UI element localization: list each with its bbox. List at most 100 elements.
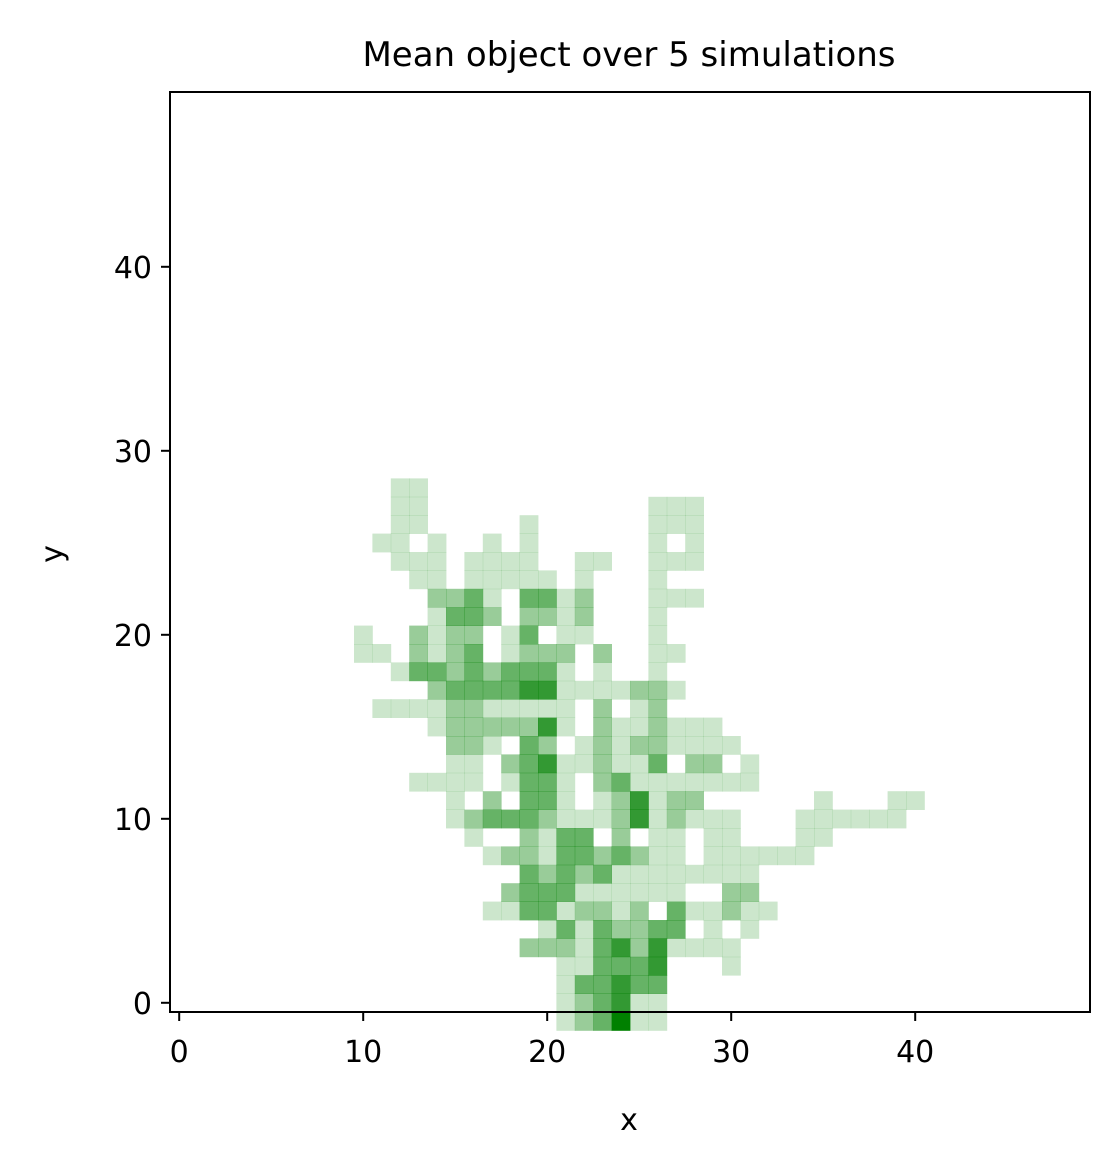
heatmap-cell xyxy=(648,496,668,516)
heatmap-cell xyxy=(538,680,557,700)
heatmap-cell xyxy=(446,588,465,608)
heatmap-cell xyxy=(648,809,668,829)
heatmap-cell xyxy=(519,938,539,958)
heatmap-cell xyxy=(685,901,704,921)
heatmap-cell xyxy=(519,754,539,774)
heatmap-cell xyxy=(427,699,447,718)
heatmap-cell xyxy=(758,901,778,921)
heatmap-cell xyxy=(556,754,576,774)
heatmap-cell xyxy=(519,644,539,663)
heatmap-cell xyxy=(574,680,594,700)
heatmap-cell xyxy=(354,644,373,663)
heatmap-cell xyxy=(409,552,428,571)
heatmap-cell xyxy=(446,736,465,755)
heatmap-cell xyxy=(611,920,631,939)
heatmap-cell xyxy=(630,883,649,902)
heatmap-cell xyxy=(574,938,594,958)
heatmap-cell xyxy=(611,956,631,976)
heatmap-cell xyxy=(795,846,815,866)
heatmap-cell xyxy=(556,864,576,884)
heatmap-cell xyxy=(464,607,484,626)
heatmap-cell xyxy=(427,717,447,737)
heatmap-cell xyxy=(538,772,557,792)
heatmap-cell xyxy=(556,993,576,1013)
heatmap-cell xyxy=(703,828,723,847)
heatmap-cell xyxy=(519,588,539,608)
heatmap-cell xyxy=(630,993,649,1013)
heatmap-cell xyxy=(556,588,576,608)
heatmap-cell xyxy=(501,699,520,718)
heatmap-cell xyxy=(519,552,539,571)
heatmap-cell xyxy=(390,496,410,516)
heatmap-cell xyxy=(556,625,576,645)
heatmap-cell xyxy=(464,662,484,682)
heatmap-cell xyxy=(611,736,631,755)
heatmap-cell xyxy=(574,809,594,829)
y-tick-label: 40 xyxy=(114,251,152,286)
heatmap-cell xyxy=(648,717,668,737)
heatmap-cell xyxy=(777,846,796,866)
heatmap-cell xyxy=(390,533,410,553)
heatmap-cell xyxy=(446,625,465,645)
heatmap-cell xyxy=(519,607,539,626)
heatmap-cell xyxy=(666,883,686,902)
heatmap-cell xyxy=(630,1012,649,1031)
heatmap-cell xyxy=(482,588,502,608)
heatmap-cell xyxy=(538,920,557,939)
heatmap-cell xyxy=(501,772,520,792)
heatmap-cell xyxy=(501,625,520,645)
heatmap-cell xyxy=(427,662,447,682)
plot-frame xyxy=(169,91,1091,1013)
heatmap-cell xyxy=(630,920,649,939)
heatmap-cell xyxy=(538,791,557,810)
heatmap-cell xyxy=(648,791,668,810)
heatmap-cell xyxy=(501,883,520,902)
heatmap-cell xyxy=(519,533,539,553)
heatmap-cell xyxy=(703,809,723,829)
heatmap-cell xyxy=(372,699,392,718)
heatmap-cell xyxy=(703,717,723,737)
heatmap-cell xyxy=(446,644,465,663)
heatmap-cell xyxy=(519,680,539,700)
heatmap-cell xyxy=(519,772,539,792)
heatmap-cell xyxy=(666,809,686,829)
heatmap-cell xyxy=(593,772,612,792)
heatmap-cell xyxy=(519,625,539,645)
heatmap-cell xyxy=(722,938,741,958)
heatmap-cell xyxy=(446,754,465,774)
heatmap-cell xyxy=(519,699,539,718)
heatmap-cell xyxy=(556,828,576,847)
heatmap-cell xyxy=(666,938,686,958)
heatmap-cell xyxy=(593,809,612,829)
heatmap-cell xyxy=(666,588,686,608)
heatmap-cell xyxy=(538,846,557,866)
heatmap-cell xyxy=(501,662,520,682)
heatmap-cell xyxy=(593,846,612,866)
heatmap-cell xyxy=(722,956,741,976)
heatmap-cell xyxy=(427,552,447,571)
heatmap-cell xyxy=(409,478,428,498)
heatmap-cell xyxy=(427,533,447,553)
heatmap-cell xyxy=(593,920,612,939)
y-axis-label: y xyxy=(35,545,70,563)
chart-title: Mean object over 5 simulations xyxy=(362,35,895,75)
y-tick-label: 30 xyxy=(114,435,152,470)
heatmap-cell xyxy=(740,754,760,774)
heatmap-cell xyxy=(703,754,723,774)
heatmap-cell xyxy=(648,533,668,553)
heatmap-cell xyxy=(722,864,741,884)
heatmap-cell xyxy=(519,883,539,902)
heatmap-cell xyxy=(685,791,704,810)
heatmap-cell xyxy=(722,828,741,847)
heatmap-cell xyxy=(538,901,557,921)
y-tick-label: 0 xyxy=(133,987,152,1022)
heatmap-cell xyxy=(648,662,668,682)
heatmap-cell xyxy=(685,754,704,774)
heatmap-cell xyxy=(409,515,428,534)
heatmap-cell xyxy=(630,864,649,884)
heatmap-cell xyxy=(611,809,631,829)
heatmap-cell xyxy=(740,772,760,792)
heatmap-cell xyxy=(722,846,741,866)
x-axis-ticks: 0 10 20 30 40 xyxy=(170,1012,934,1070)
heatmap-cell xyxy=(574,736,594,755)
